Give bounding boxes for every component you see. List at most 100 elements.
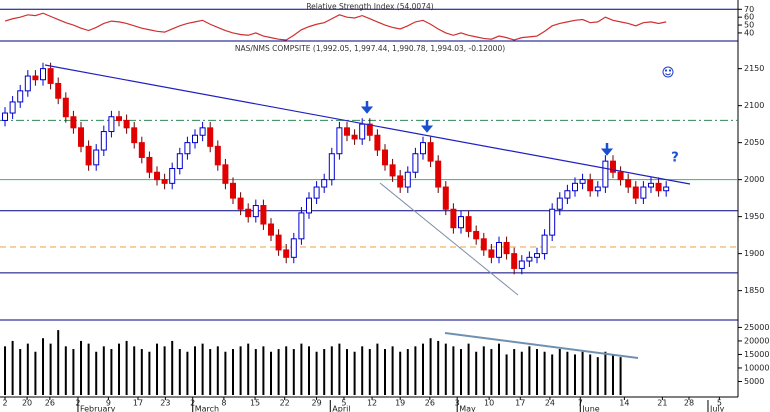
candle-body (488, 249, 495, 258)
x-tick-label: 2 (2, 399, 7, 408)
volume-bar (535, 349, 538, 395)
candle-body (511, 253, 518, 269)
candle-body (9, 101, 16, 114)
x-tick-label: 5 (341, 399, 346, 408)
volume-bar (171, 340, 174, 395)
x-tick-label: 22 (280, 399, 290, 408)
candle-body (131, 127, 138, 144)
candle-body (457, 216, 464, 229)
candle-body (359, 123, 366, 140)
candle-body (268, 223, 275, 236)
volume-bar (558, 349, 561, 395)
x-tick-label: 29 (312, 399, 322, 408)
volume-bar (224, 351, 227, 395)
x-tick-label: 21 (657, 399, 667, 408)
volume-bar (589, 354, 592, 395)
volume-bar (611, 354, 614, 395)
volume-bar (452, 346, 455, 395)
volume-bar (315, 351, 318, 395)
candle-body (625, 179, 632, 188)
x-group-label: April (332, 405, 350, 412)
volume-bar (528, 346, 531, 395)
volume-bar (209, 349, 212, 395)
y-tick-label: 70 (744, 5, 754, 14)
volume-bar (285, 346, 288, 395)
volume-bar (361, 346, 364, 395)
candle-body (389, 164, 396, 177)
candle-body (78, 127, 85, 147)
candle-body (571, 182, 578, 192)
y-tick-label: 2000 (744, 175, 764, 184)
volume-bar (376, 343, 379, 395)
volume-bar (118, 343, 121, 395)
volume-bar (178, 349, 181, 395)
candle-body (17, 90, 24, 103)
candle-body (70, 116, 77, 129)
volume-bar (300, 343, 303, 395)
candle-body (564, 190, 571, 199)
candle-body (427, 142, 434, 162)
volume-bar (95, 351, 98, 395)
volume-bar (148, 351, 151, 395)
candle-body (283, 249, 290, 258)
candle-body (381, 149, 388, 166)
trendline (44, 64, 691, 185)
candle-body (146, 156, 153, 173)
volume-bar (619, 357, 622, 395)
volume-bar (262, 346, 265, 395)
volume-bar (581, 351, 584, 395)
rsi-title: Relative Strength Index (54.0074) (306, 2, 433, 11)
x-tick-label: 17 (515, 399, 525, 408)
x-group-label: February (80, 405, 116, 412)
candle-body (313, 186, 320, 199)
volume-bar (459, 349, 462, 395)
candle-body (184, 142, 191, 155)
volume-bar (596, 357, 599, 395)
volume-bar (520, 351, 523, 395)
candle-body (24, 75, 31, 92)
volume-bar (338, 343, 341, 395)
candle-body (207, 127, 214, 147)
volume-bar (254, 349, 257, 395)
arrows (360, 101, 614, 156)
volume-bar (42, 338, 45, 395)
candle-body (199, 127, 206, 136)
x-tick-label: 28 (684, 399, 694, 408)
y-tick-label: 10000 (744, 363, 769, 372)
y-tick-label: 15000 (744, 350, 769, 359)
volume-bar (391, 346, 394, 395)
candle-body (435, 160, 442, 188)
y-tick-label: 20000 (744, 336, 769, 345)
x-tick-label: 12 (367, 399, 377, 408)
volume-bar (270, 351, 273, 395)
candle-body (526, 256, 533, 262)
candle-body (55, 82, 62, 99)
candle-body (245, 208, 252, 218)
candle-body (85, 145, 92, 166)
y-tick-label: 1850 (744, 286, 764, 295)
x-tick-label: 9 (106, 399, 111, 408)
volume-bar (277, 349, 280, 395)
x-tick-label: 14 (619, 399, 629, 408)
candle-body (640, 186, 647, 199)
candle-body (62, 97, 69, 118)
candle-body (412, 153, 419, 173)
volume-bar (551, 354, 554, 395)
volume-bar (216, 346, 219, 395)
candle-body (503, 242, 510, 255)
x-tick-label: 5 (717, 399, 722, 408)
candle-body (343, 127, 350, 136)
volume-bar (353, 351, 356, 395)
volume-bar (399, 351, 402, 395)
candle-body (298, 212, 305, 240)
volume-bar (64, 346, 67, 395)
candle-body (541, 234, 548, 255)
candle-body (518, 260, 525, 269)
candle-body (40, 68, 47, 81)
volume-bar (57, 330, 60, 395)
candle-body (176, 153, 183, 170)
candle-body (647, 182, 654, 188)
candle-body (465, 216, 472, 232)
volume-bar (467, 343, 470, 395)
